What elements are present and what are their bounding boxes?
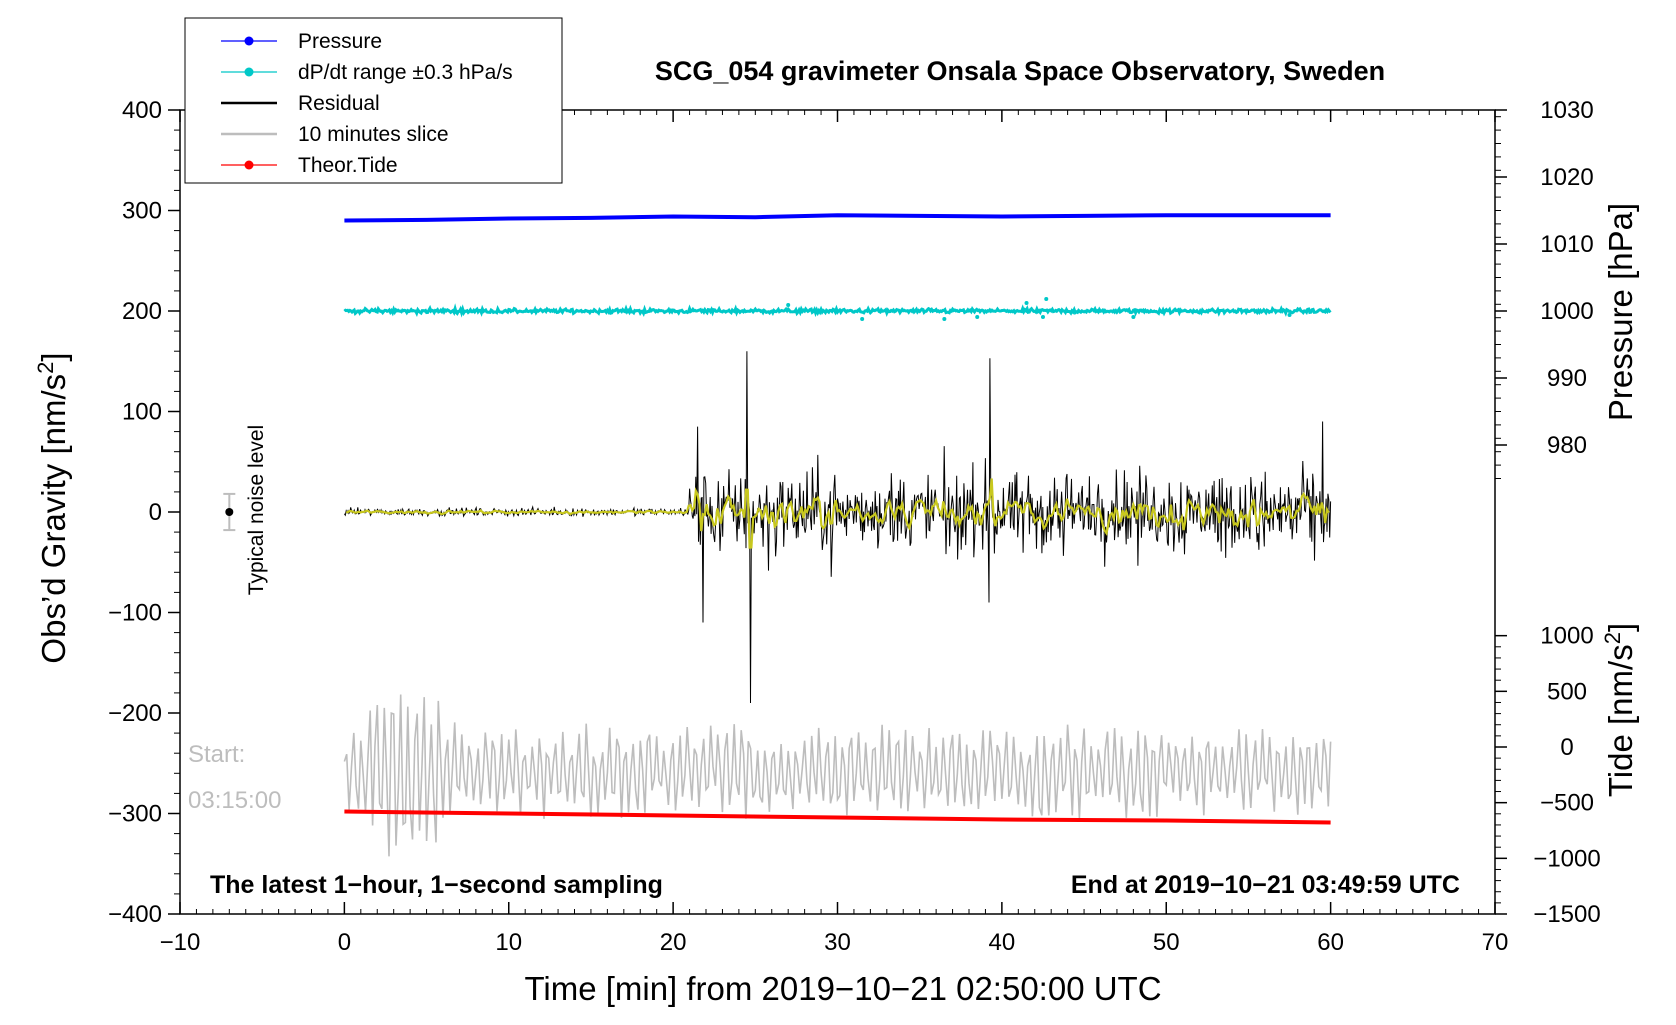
y3-tick-label: 500 xyxy=(1547,678,1587,705)
x-tick-label: 30 xyxy=(824,929,851,956)
series-layer xyxy=(343,213,1332,857)
y-tick-label: −300 xyxy=(108,801,162,828)
x-tick-label: 40 xyxy=(989,929,1016,956)
y2-tick-label: 980 xyxy=(1547,432,1587,459)
dpdt-outlier-point xyxy=(975,315,980,320)
legend-label: dP/dt range ±0.3 hPa/s xyxy=(298,61,513,84)
y-tick-label: −400 xyxy=(108,901,162,928)
x-tick-label: −10 xyxy=(160,929,201,956)
y-axis-title-text: Obs’d Gravity [nm/s xyxy=(35,374,72,664)
y3-axis-title-superscript: 2 xyxy=(1600,632,1625,644)
y2-axis-title: Pressure [hPa] xyxy=(1602,203,1639,421)
y-axis-title-end: ] xyxy=(35,352,72,361)
legend-entries: Pressure dP/dt range ±0.3 hPa/s Residual 10… xyxy=(221,30,513,177)
y-tick-label: 0 xyxy=(149,499,162,526)
y3-axis-title-end: ] xyxy=(1602,623,1639,632)
y-tick-label: 100 xyxy=(122,399,162,426)
series-theor-tide xyxy=(344,809,1331,825)
y3-tick-label: 1000 xyxy=(1540,623,1593,650)
start-label: Start: xyxy=(188,741,245,768)
y-tick-label: −200 xyxy=(108,700,162,727)
x-tick-label: 50 xyxy=(1153,929,1180,956)
y2-tick-label: 990 xyxy=(1547,365,1587,392)
y-tick-label: 300 xyxy=(122,198,162,225)
series-pressure xyxy=(344,213,1331,223)
y-tick-label: −100 xyxy=(108,600,162,627)
legend-swatch-marker xyxy=(244,160,254,170)
series-10-minutes-slice xyxy=(343,694,1332,857)
legend-label: Residual xyxy=(298,92,380,115)
footer-left-label: The latest 1−hour, 1−second sampling xyxy=(210,871,663,899)
y-axis-title: Obs’d Gravity [nm/s2] xyxy=(33,352,72,663)
y3-tick-label: 0 xyxy=(1560,734,1573,761)
x-tick-label: 60 xyxy=(1317,929,1344,956)
y2-tick-label: 1010 xyxy=(1540,231,1593,258)
y3-tick-label: −1500 xyxy=(1533,901,1600,928)
y3-axis-title: Tide [nm/s2] xyxy=(1600,623,1639,797)
dpdt-outlier-point xyxy=(786,302,791,307)
dpdt-outlier-point xyxy=(1040,315,1045,320)
legend-swatch-marker xyxy=(244,36,254,46)
dpdt-outlier-point xyxy=(1131,315,1136,320)
series-dpdt-range xyxy=(343,303,1332,318)
legend-swatch-marker xyxy=(244,67,254,77)
legend-label: Pressure xyxy=(298,30,382,53)
dpdt-outlier-point xyxy=(860,317,865,322)
y3-axis-title-text: Tide [nm/s xyxy=(1602,644,1639,797)
y-tick-label: 400 xyxy=(122,97,162,124)
dpdt-outlier-point xyxy=(1287,313,1292,318)
chart-title: SCG_054 gravimeter Onsala Space Observat… xyxy=(655,56,1385,86)
x-tick-label: 70 xyxy=(1482,929,1509,956)
y3-tick-label: −1000 xyxy=(1533,845,1600,872)
dpdt-outlier-point xyxy=(1024,300,1029,305)
y2-tick-label: 1030 xyxy=(1540,97,1593,124)
y2-tick-label: 1020 xyxy=(1540,164,1593,191)
noise-level-label: Typical noise level xyxy=(245,425,268,595)
start-time: 03:15:00 xyxy=(188,787,281,814)
legend-label: 10 minutes slice xyxy=(298,123,449,146)
x-axis-title: Time [min] from 2019−10−21 02:50:00 UTC xyxy=(524,970,1161,1007)
y2-tick-label: 1000 xyxy=(1540,298,1593,325)
x-tick-label: 0 xyxy=(338,929,351,956)
legend: Pressure dP/dt range ±0.3 hPa/s Residual 10… xyxy=(184,17,563,184)
y-axis-title-superscript: 2 xyxy=(33,362,58,374)
noise-center-point xyxy=(225,508,234,516)
tick-layer: −10 0 10 20 30 40 50 60 704003002001000−100−200−… xyxy=(108,97,1601,956)
x-tick-label: 20 xyxy=(660,929,687,956)
dpdt-outlier-point xyxy=(1044,296,1049,301)
legend-box xyxy=(184,17,563,184)
noise-level-marker xyxy=(223,492,236,532)
x-tick-label: 10 xyxy=(495,929,522,956)
y3-tick-label: −500 xyxy=(1540,790,1594,817)
series-residual-filtered xyxy=(345,478,1330,549)
dpdt-outlier-point xyxy=(942,317,947,322)
footer-right-label: End at 2019−10−21 03:49:59 UTC xyxy=(1071,871,1460,899)
y-tick-label: 200 xyxy=(122,298,162,325)
legend-label: Theor.Tide xyxy=(298,154,398,177)
